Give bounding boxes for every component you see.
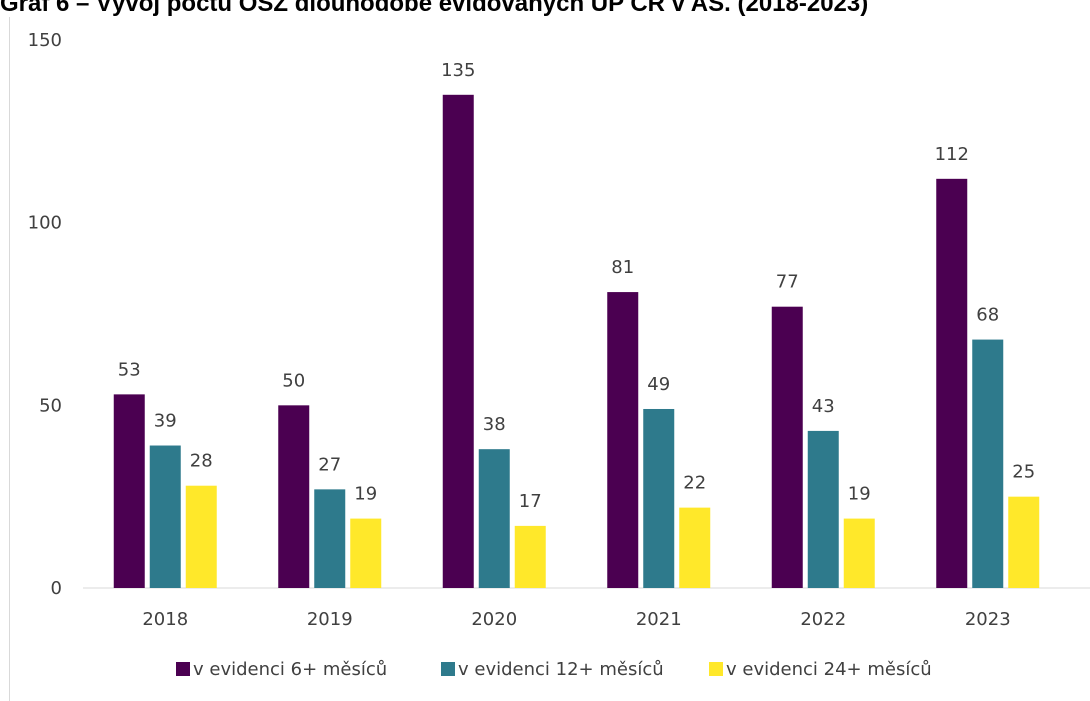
legend-label: v evidenci 24+ měsíců [726,659,932,680]
bar [843,518,875,588]
bar [113,394,145,588]
x-tick-label: 2022 [800,609,846,630]
bar [807,430,839,588]
data-label: 19 [354,484,377,505]
data-label: 135 [441,60,475,81]
bar [936,178,968,588]
data-label: 43 [812,396,835,417]
data-label: 38 [483,414,506,435]
data-label: 22 [683,473,706,494]
data-label: 28 [190,451,213,472]
bar [607,292,639,588]
x-tick-label: 2021 [636,609,682,630]
bar [314,489,346,588]
bar [149,445,181,588]
data-label: 50 [282,370,305,391]
data-label: 19 [848,484,871,505]
bar [679,507,711,588]
x-tick-label: 2019 [307,609,353,630]
legend-swatch [709,662,723,676]
chart-title: Graf 6 – Vývoj počtu OSZ dlouhodobě evid… [0,0,869,17]
chart-frame-border [9,17,10,701]
data-label: 53 [118,359,141,380]
data-label: 27 [318,454,341,475]
y-tick-label: 100 [28,213,62,234]
data-label: 112 [935,144,969,165]
bar [185,485,217,588]
y-tick-label: 150 [28,30,62,51]
bar [771,306,803,588]
legend-label: v evidenci 6+ měsíců [193,659,387,680]
data-label: 81 [611,257,634,278]
data-label: 25 [1012,462,1035,483]
bars [113,94,1040,589]
bar [278,405,310,588]
x-tick-label: 2020 [471,609,517,630]
bar [1008,496,1040,588]
data-label: 39 [154,411,177,432]
data-label: 68 [976,305,999,326]
legend-label: v evidenci 12+ měsíců [458,659,664,680]
bar [972,339,1004,588]
y-tick-label: 50 [39,395,62,416]
x-axis-ticks: 2018 2019 2020 2021 2022 2023 [142,609,1010,630]
data-label: 17 [519,491,542,512]
bar [350,518,382,588]
data-label: 77 [776,272,799,293]
data-labels: 53 39 28 50 27 19 135 38 17 81 49 22 77 43 19 112 68 25 [118,60,1035,512]
bar [514,525,546,588]
bar [442,94,474,589]
data-label: 49 [647,374,670,395]
x-tick-label: 2018 [142,609,188,630]
x-tick-label: 2023 [965,609,1011,630]
bar [643,408,675,588]
y-tick-label: 0 [51,578,62,599]
legend-swatch [176,662,190,676]
legend: v evidenci 6+ měsíců v evidenci 12+ měsíc… [176,659,932,680]
legend-swatch [441,662,455,676]
bar [478,449,510,588]
y-axis-ticks: 0 50 100 150 [28,30,62,599]
